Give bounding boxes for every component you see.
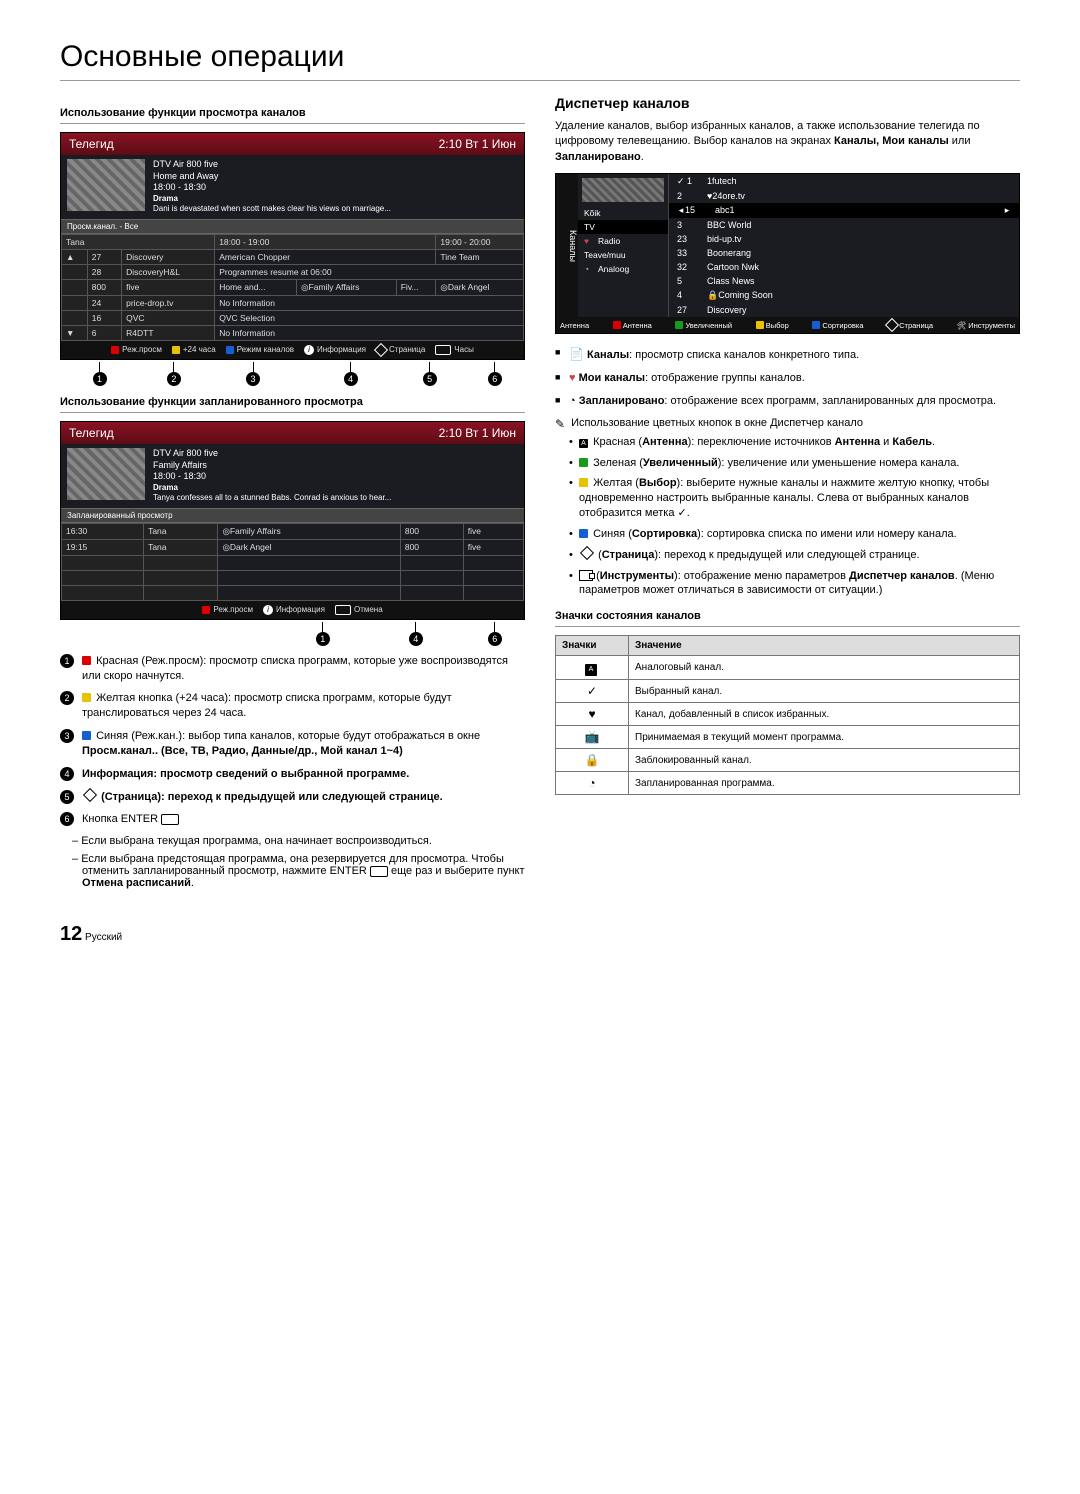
status-icons-heading: Значки состояния каналов [555,610,1020,627]
guide-panel-1: Телегид 2:10 Вт 1 Июн DTV Air 800 five H… [60,132,525,360]
view-mode-bar: Просм.канал. - Все [61,219,524,234]
cm-channel-list: ✓ 11futech 2♥ 24ore.tv ◂15abc1▸ 3BBC Wor… [669,174,1019,317]
program-thumbnail [67,448,145,500]
cm-legend: Антенна Антенна Увеличенный Выбор Сортир… [556,317,1019,333]
epg-grid: Tana 18:00 - 19:00 19:00 - 20:00 ▲27Disc… [61,234,524,341]
pointer-row-2: 1 4 6 [60,622,525,644]
status-icons-table: ЗначкиЗначение AАналоговый канал. ✓Выбра… [555,635,1020,795]
guide-clock: 2:10 Вт 1 Июн [439,137,516,151]
page-title: Основные операции [60,40,1020,81]
channel-manager-title: Диспетчер каналов [555,95,1020,111]
legend-bar-1: Реж.просм +24 часа Режим каналов iИнформ… [61,341,524,359]
cm-side-label: Каналы [556,174,578,317]
page-footer: 12 Русский [60,923,1020,946]
color-button-list: A Красная (Антенна): переключение источн… [569,435,1020,599]
cm-modes-list: 📄 Каналы: просмотр списка каналов конкре… [555,346,1020,409]
pointer-row-1: 1 2 3 4 5 6 [60,362,525,384]
channel-manager-intro: Удаление каналов, выбор избранных канало… [555,119,1020,165]
legend-bar-2: Реж.просм iИнформация Отмена [61,601,524,619]
tools-icon [579,570,593,581]
heading-scheduled: Использование функции запланированного п… [60,396,525,413]
guide-panel-2: Телегид 2:10 Вт 1 Июн DTV Air 800 five F… [60,421,525,620]
heading-channel-view: Использование функции просмотра каналов [60,107,525,124]
note-color-buttons: ✎ Использование цветных кнопок в окне Ди… [555,417,1020,431]
channel-manager-panel: Каналы Kõik TV Radio Teave/muu Analoog ✓… [555,173,1020,334]
scheduled-grid: 16:30Tana◎Family Affairs800five 19:15Tan… [61,523,524,601]
legend-descriptions: 1 Красная (Реж.просм): просмотр списка п… [60,654,525,890]
program-info: DTV Air 800 five Home and Away 18:00 - 1… [153,159,518,215]
enter-icon [161,814,179,825]
guide-title: Телегид [69,137,114,151]
program-thumbnail [67,159,145,211]
cm-category-list: Kõik TV Radio Teave/muu Analoog [578,174,669,317]
